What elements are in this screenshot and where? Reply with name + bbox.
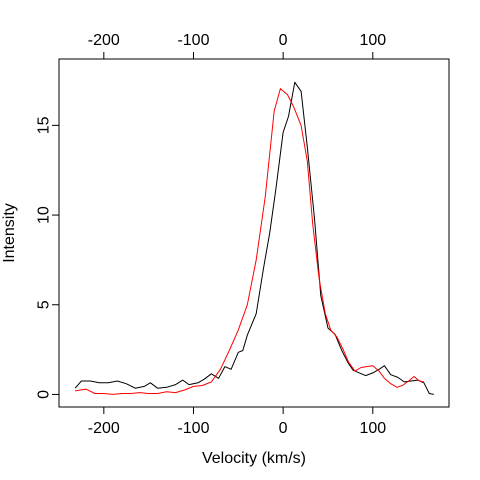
x-tick-label-bottom: -200 bbox=[88, 420, 120, 437]
y-tick-label: 0 bbox=[36, 390, 53, 399]
y-axis-label: Intensity bbox=[1, 203, 18, 263]
y-tick-label: 5 bbox=[36, 300, 53, 309]
x-axis-top: -200 -100 0 100 bbox=[88, 32, 386, 60]
x-tick-label-top: 100 bbox=[359, 32, 386, 49]
x-tick-label-top: -200 bbox=[88, 32, 120, 49]
x-tick-label-top: -100 bbox=[177, 32, 209, 49]
x-axis-label: Velocity (km/s) bbox=[202, 450, 306, 467]
x-tick-label-bottom: -100 bbox=[177, 420, 209, 437]
y-tick-label: 15 bbox=[36, 116, 53, 134]
y-tick-label: 10 bbox=[36, 206, 53, 224]
x-tick-label-bottom: 100 bbox=[359, 420, 386, 437]
y-axis-left: 0 5 10 15 bbox=[36, 116, 60, 399]
x-axis-bottom: -200 -100 0 100 bbox=[88, 406, 386, 437]
series-line-1 bbox=[74, 81, 434, 395]
x-tick-label-top: 0 bbox=[279, 32, 288, 49]
series-layer bbox=[74, 81, 434, 395]
x-tick-label-bottom: 0 bbox=[279, 420, 288, 437]
series-line-2 bbox=[75, 88, 424, 395]
